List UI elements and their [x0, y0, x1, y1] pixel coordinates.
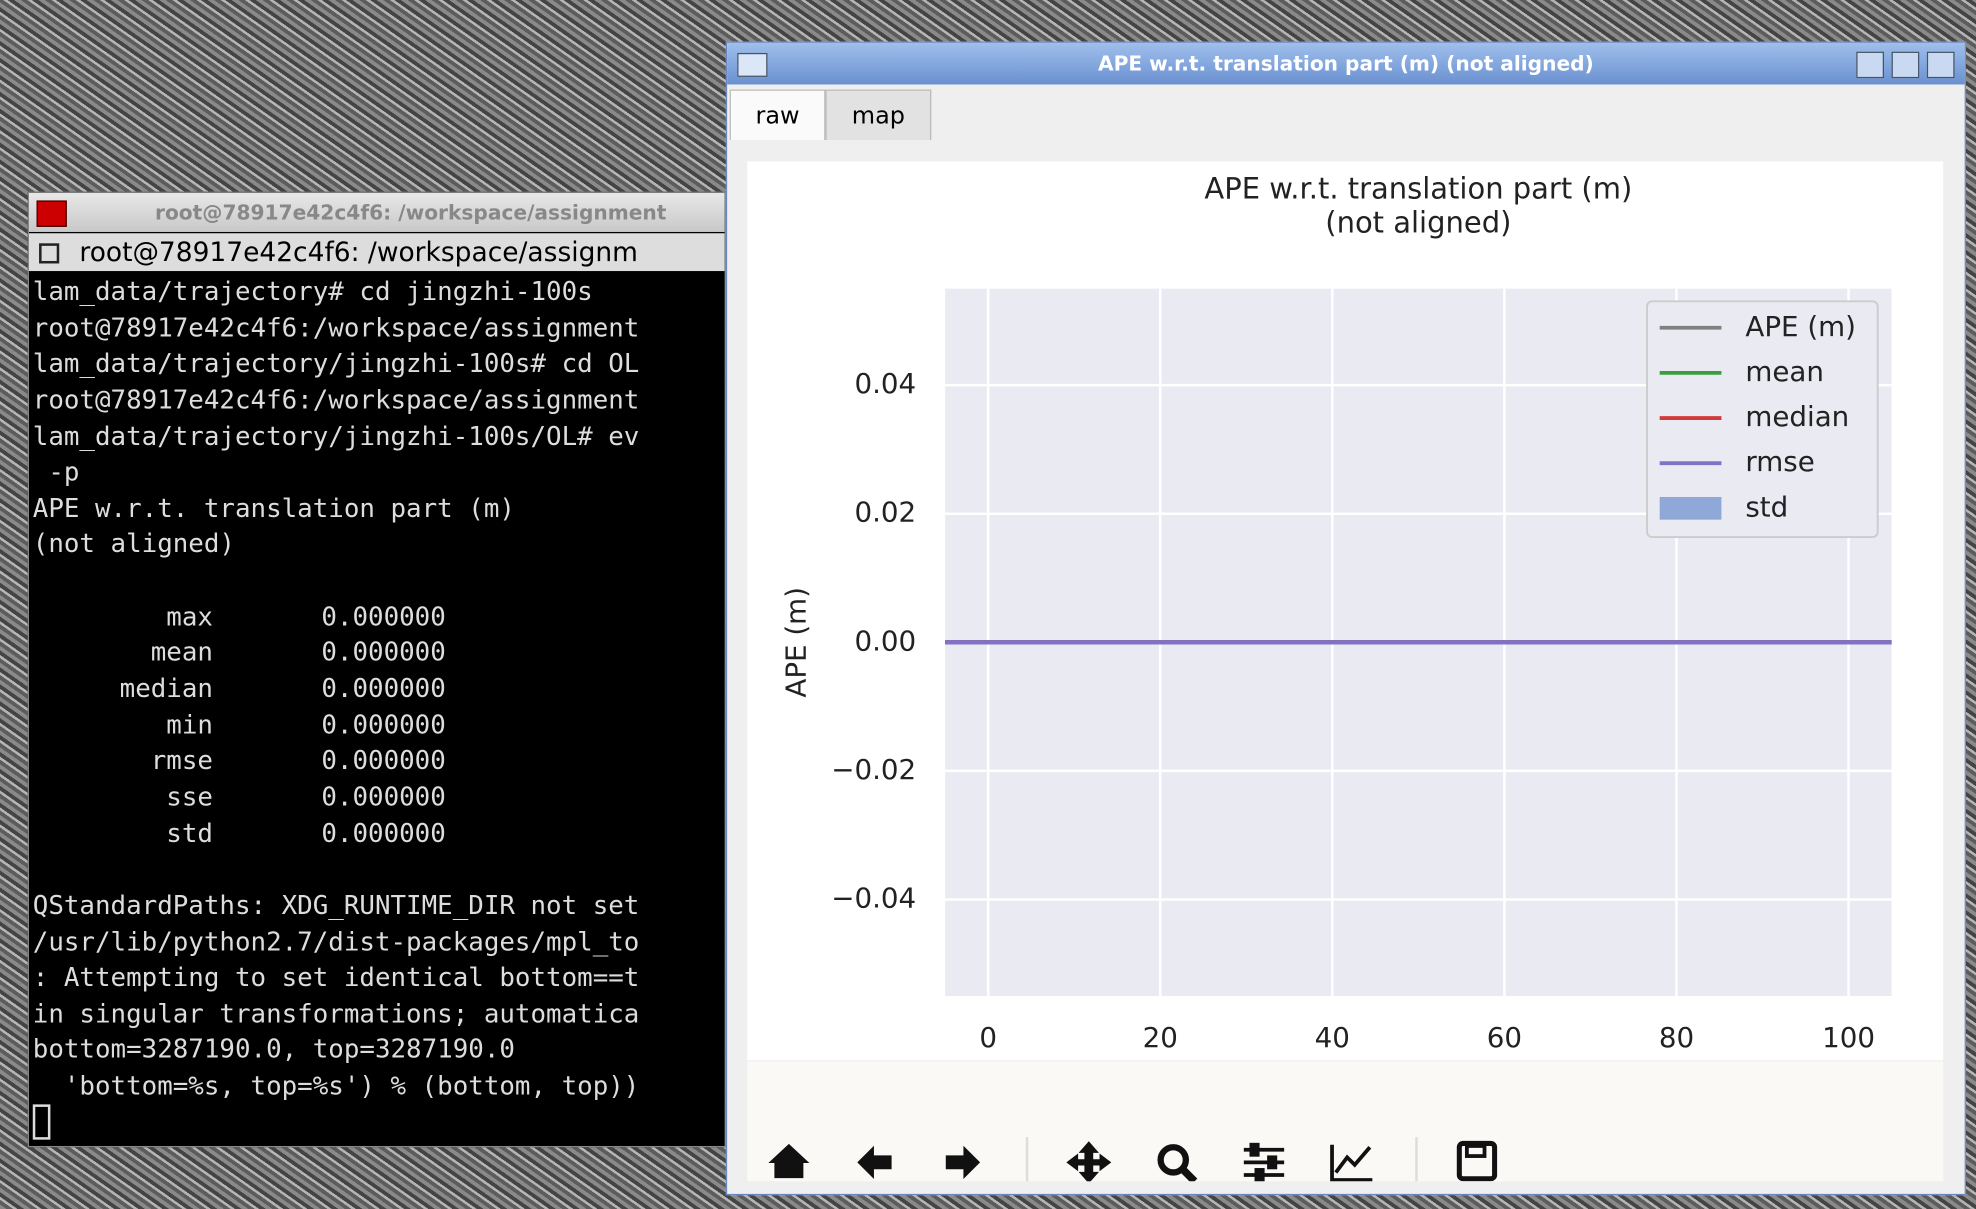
- y-axis-label: APE (m): [780, 587, 813, 698]
- y-tick-label: 0.02: [854, 496, 916, 529]
- terminal-line: root@78917e42c4f6:/workspace/assignment: [32, 384, 640, 415]
- terminal-line: -p: [32, 456, 80, 487]
- y-tick-label: 0.04: [854, 367, 916, 400]
- x-tick-label: 60: [1487, 1021, 1522, 1054]
- stat-row: sse 0.000000: [33, 779, 640, 815]
- terminal-window: root@78917e42c4f6: /workspace/assignment…: [27, 191, 726, 1148]
- toolbar-icons: [768, 1137, 1498, 1191]
- tab-raw[interactable]: raw: [729, 89, 826, 140]
- terminal-line: QStandardPaths: XDG_RUNTIME_DIR not set: [32, 889, 640, 921]
- legend-label: rmse: [1745, 445, 1814, 478]
- stat-name: sse: [166, 781, 213, 812]
- terminal-title: root@78917e42c4f6: /workspace/assignment: [28, 192, 725, 232]
- tab-icon: [39, 243, 60, 264]
- y-tick-label: −0.02: [831, 753, 916, 786]
- stat-value: 0.000000: [321, 745, 446, 776]
- terminal-line: /usr/lib/python2.7/dist-packages/mpl_to: [32, 926, 640, 957]
- blank-line: [33, 562, 640, 598]
- terminal-line: lam_data/trajectory/jingzhi-100s/OL# ev: [32, 420, 640, 451]
- close-button[interactable]: [1926, 51, 1955, 79]
- plot-window: APE w.r.t. translation part (m) (not ali…: [725, 41, 1966, 1196]
- cursor: [32, 1104, 51, 1140]
- stat-value: 0.000000: [321, 673, 446, 704]
- stat-value: 0.000000: [321, 781, 446, 812]
- terminal-icon: [36, 200, 67, 227]
- save-button[interactable]: [1456, 1140, 1498, 1182]
- x-tick-label: 0: [979, 1021, 997, 1054]
- terminal-line: bottom=3287190.0, top=3287190.0: [32, 1034, 515, 1065]
- terminal-line: in singular transformations; automatica: [32, 998, 640, 1029]
- stat-value: 0.000000: [321, 637, 446, 668]
- window-icon: [737, 52, 768, 77]
- x-tick-label: 20: [1143, 1021, 1178, 1054]
- terminal-line: (not aligned): [32, 528, 235, 560]
- terminal-tab[interactable]: root@78917e42c4f6: /workspace/assignm: [28, 233, 725, 272]
- stat-name: std: [166, 817, 213, 848]
- stat-value: 0.000000: [321, 817, 446, 848]
- stat-value: 0.000000: [321, 709, 446, 740]
- forward-button[interactable]: [945, 1145, 981, 1180]
- stat-row: std 0.000000: [33, 815, 640, 851]
- y-tick-label: 0.00: [854, 624, 916, 657]
- stat-row: min 0.000000: [33, 707, 640, 743]
- legend-label: mean: [1745, 355, 1824, 388]
- tab-map[interactable]: map: [825, 89, 932, 140]
- legend-box: [1646, 300, 1879, 539]
- stat-value: 0.000000: [321, 601, 446, 632]
- plot-title: (not aligned): [1325, 205, 1511, 239]
- stat-name: min: [166, 709, 213, 740]
- stat-row: max 0.000000: [33, 599, 640, 635]
- terminal-output: lam_data/trajectory# cd jingzhi-100s root…: [32, 274, 640, 1140]
- window-title: APE w.r.t. translation part (m) (not ali…: [727, 42, 1965, 85]
- edit-button[interactable]: [1330, 1144, 1373, 1182]
- x-tick-label: 40: [1315, 1021, 1350, 1054]
- terminal-line: : Attempting to set identical bottom==t: [32, 962, 640, 993]
- legend-handle: [1659, 496, 1722, 520]
- toolbar: [747, 1061, 1944, 1191]
- terminal-line: lam_data/trajectory/jingzhi-100s# cd OL: [32, 348, 640, 379]
- back-button[interactable]: [857, 1145, 892, 1180]
- x-tick-label: 100: [1822, 1021, 1875, 1054]
- stat-name: rmse: [150, 745, 213, 776]
- terminal-line: root@78917e42c4f6:/workspace/assignment: [32, 312, 640, 343]
- configure-button[interactable]: [1243, 1142, 1285, 1182]
- minimize-button[interactable]: [1856, 51, 1884, 79]
- stat-name: median: [119, 673, 213, 704]
- x-tick-label: 80: [1659, 1021, 1694, 1054]
- terminal-line: APE w.r.t. translation part (m): [32, 492, 515, 523]
- stat-name: max: [166, 601, 213, 632]
- stat-row: median 0.000000: [33, 671, 640, 707]
- pan-button[interactable]: [1066, 1141, 1112, 1184]
- figure: APE w.r.t. translation part (m) (not alig…: [747, 161, 1944, 1097]
- home-button[interactable]: [768, 1143, 810, 1179]
- legend-label: std: [1745, 490, 1788, 523]
- zoom-button[interactable]: [1157, 1144, 1189, 1176]
- y-tick-label: −0.04: [831, 882, 916, 915]
- legend-label: APE (m): [1745, 310, 1856, 343]
- stat-row: mean 0.000000: [33, 635, 640, 671]
- maximize-button[interactable]: [1891, 51, 1920, 79]
- legend-label: median: [1745, 400, 1849, 433]
- plot-title: APE w.r.t. translation part (m): [1204, 171, 1632, 205]
- terminal-line: lam_data/trajectory# cd jingzhi-100s: [32, 276, 593, 307]
- stat-name: mean: [150, 637, 213, 668]
- plot: APE w.r.t. translation part (m)(not alig…: [780, 171, 1892, 1097]
- terminal-line: 'bottom=%s, top=%s') % (bottom, top)): [32, 1070, 640, 1101]
- stat-row: rmse 0.000000: [33, 743, 640, 779]
- blank-line: [33, 851, 640, 887]
